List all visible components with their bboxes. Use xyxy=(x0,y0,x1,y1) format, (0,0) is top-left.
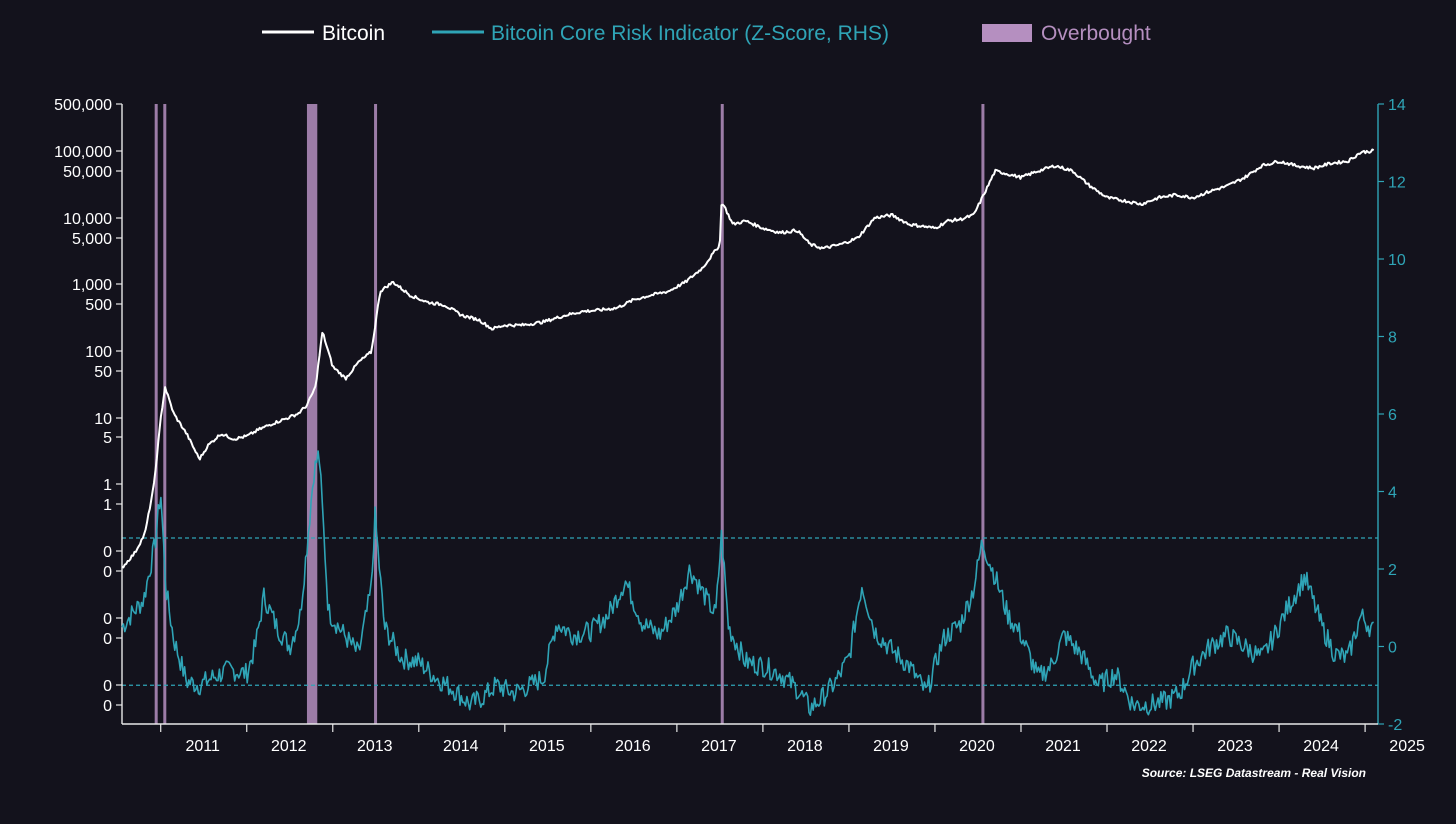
left-axis-ticks: 500,000100,00050,00010,0005,0001,0005001… xyxy=(54,97,122,715)
x-tick-label: 2018 xyxy=(787,738,823,755)
overbought-band xyxy=(306,104,318,724)
x-tick-label: 2019 xyxy=(873,738,909,755)
risk-indicator-series xyxy=(121,450,1374,716)
left-tick-label: 1 xyxy=(103,497,112,514)
legend-risk-indicator-label: Bitcoin Core Risk Indicator (Z-Score, RH… xyxy=(491,22,889,45)
right-tick-label: 4 xyxy=(1388,485,1397,502)
x-tick-label: 2022 xyxy=(1131,738,1167,755)
left-tick-label: 500 xyxy=(85,297,112,314)
overbought-band xyxy=(981,104,985,724)
bitcoin-price-series xyxy=(121,148,1375,569)
x-tick-label: 2024 xyxy=(1303,738,1339,755)
left-tick-label: 100 xyxy=(85,344,112,361)
right-tick-label: 12 xyxy=(1388,175,1406,192)
x-axis-ticks: 2011 2012 2013 2014 2015 2016 2017 2018 2019 2020… xyxy=(160,724,1425,755)
overbought-band xyxy=(374,104,378,724)
x-tick-label: 2015 xyxy=(529,738,565,755)
risk-indicator-line xyxy=(121,450,1374,716)
right-tick-label: -2 xyxy=(1388,717,1402,734)
x-tick-label: 2011 xyxy=(186,738,221,755)
right-tick-label: 8 xyxy=(1388,330,1397,347)
x-tick-label: 2014 xyxy=(443,738,479,755)
right-tick-label: 2 xyxy=(1388,562,1397,579)
legend-overbought-label: Overbought xyxy=(1041,22,1151,45)
source-note: Source: LSEG Datastream - Real Vision xyxy=(1142,766,1366,780)
bitcoin-price-line xyxy=(121,148,1375,569)
left-tick-label: 10,000 xyxy=(63,211,112,228)
left-tick-label: 10 xyxy=(94,411,112,428)
overbought-band xyxy=(720,104,724,724)
left-tick-label: 50 xyxy=(94,364,112,381)
overbought-band xyxy=(163,104,167,724)
x-tick-label: 2025 xyxy=(1389,738,1425,755)
left-tick-label: 0 xyxy=(103,678,112,695)
threshold-lines xyxy=(122,537,1378,686)
legend-bitcoin-label: Bitcoin xyxy=(322,22,385,45)
left-tick-label: 100,000 xyxy=(54,144,112,161)
left-tick-label: 500,000 xyxy=(54,97,112,114)
x-tick-label: 2013 xyxy=(357,738,393,755)
right-tick-label: 0 xyxy=(1388,640,1397,657)
overbought-band xyxy=(154,104,158,724)
left-tick-label: 0 xyxy=(103,698,112,715)
legend-overbought-swatch xyxy=(982,24,1032,42)
x-tick-label: 2023 xyxy=(1217,738,1253,755)
left-tick-label: 0 xyxy=(103,544,112,561)
left-tick-label: 5 xyxy=(103,430,112,447)
left-tick-label: 0 xyxy=(103,564,112,581)
right-tick-label: 14 xyxy=(1388,97,1406,114)
legend: Bitcoin Bitcoin Core Risk Indicator (Z-S… xyxy=(262,22,1151,45)
overbought-bands xyxy=(154,104,985,724)
x-tick-label: 2020 xyxy=(959,738,995,755)
left-tick-label: 0 xyxy=(103,631,112,648)
x-tick-label: 2017 xyxy=(701,738,737,755)
right-axis-ticks: 14 12 10 8 6 4 2 0 -2 xyxy=(1378,97,1406,734)
right-tick-label: 6 xyxy=(1388,407,1397,424)
left-tick-label: 1 xyxy=(103,477,112,494)
left-tick-label: 0 xyxy=(103,611,112,628)
right-tick-label: 10 xyxy=(1388,252,1406,269)
x-tick-label: 2012 xyxy=(271,738,307,755)
x-tick-label: 2021 xyxy=(1045,738,1081,755)
x-tick-label: 2016 xyxy=(615,738,651,755)
left-tick-label: 1,000 xyxy=(72,277,112,294)
left-tick-label: 50,000 xyxy=(63,164,112,181)
left-tick-label: 5,000 xyxy=(72,231,112,248)
